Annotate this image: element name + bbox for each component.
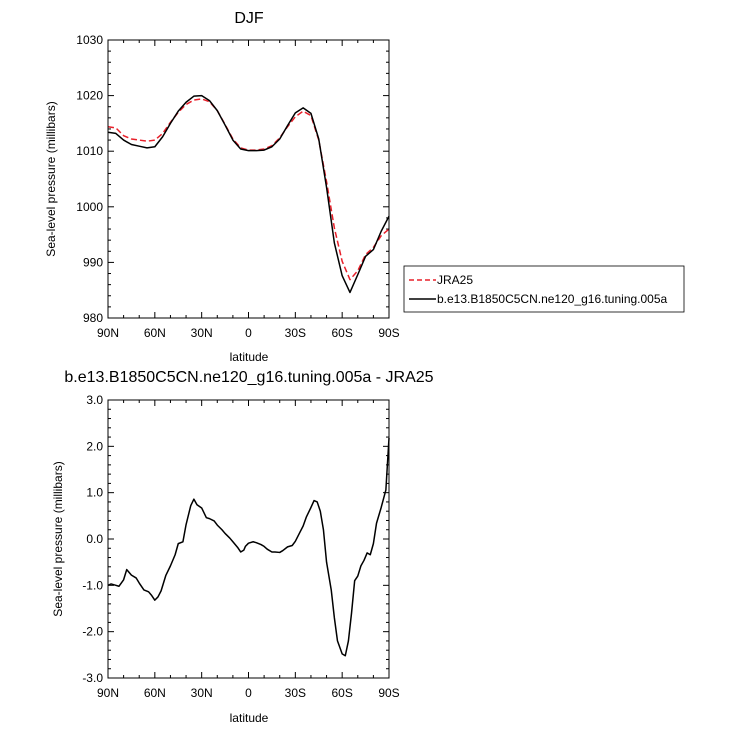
top-panel-x-tick-label: 30N bbox=[191, 326, 213, 340]
bottom-panel-series-line-model bbox=[107, 437, 390, 657]
bottom-panel-x-tick-label: 60N bbox=[144, 686, 166, 700]
bottom-panel-x-tick-label: 30S bbox=[285, 686, 306, 700]
top-panel-lines bbox=[107, 94, 390, 294]
top-panel-x-tick-label: 60N bbox=[144, 326, 166, 340]
top-panel-title: DJF bbox=[234, 10, 264, 27]
top-panel-frame bbox=[107, 39, 390, 319]
top-panel-series-line-jra25 bbox=[107, 98, 390, 281]
bottom-panel-x-tick-label: 0 bbox=[245, 686, 252, 700]
top-panel-y-tick-label: 990 bbox=[83, 255, 103, 269]
bottom-panel: b.e13.B1850C5CN.ne120_g16.tuning.005a - … bbox=[51, 369, 434, 725]
bottom-panel-x-axis-label: latitude bbox=[230, 711, 269, 725]
top-panel-x-tick-label: 90N bbox=[97, 326, 119, 340]
legend: JRA25 b.e13.B1850C5CN.ne120_g16.tuning.0… bbox=[403, 265, 685, 313]
bottom-panel-lines bbox=[107, 437, 390, 657]
top-panel-x-tick-labels: 90N 60N 30N 0 30S 60S 90S bbox=[97, 326, 400, 340]
top-panel-x-axis-label: latitude bbox=[230, 350, 269, 364]
bottom-panel-y-tick-labels: -3.0 -2.0 -1.0 0.0 1.0 2.0 3.0 bbox=[82, 393, 103, 685]
legend-label-jra25: JRA25 bbox=[437, 273, 473, 287]
bottom-panel-x-tick-labels: 90N 60N 30N 0 30S 60S 90S bbox=[97, 686, 400, 700]
bottom-panel-x-tick-label: 90S bbox=[378, 686, 399, 700]
bottom-panel-y-axis-label: Sea-level pressure (millibars) bbox=[51, 461, 65, 616]
bottom-panel-y-tick-label: 0.0 bbox=[86, 532, 103, 546]
bottom-panel-y-tick-label: -3.0 bbox=[82, 671, 103, 685]
bottom-panel-x-tick-label: 90N bbox=[97, 686, 119, 700]
bottom-panel-x-tick-label: 30N bbox=[191, 686, 213, 700]
bottom-panel-x-tick-label: 60S bbox=[331, 686, 352, 700]
top-panel-y-tick-label: 1020 bbox=[76, 89, 103, 103]
bottom-panel-y-tick-label: 3.0 bbox=[86, 393, 103, 407]
top-panel-x-tick-label: 0 bbox=[245, 326, 252, 340]
legend-label-model: b.e13.B1850C5CN.ne120_g16.tuning.005a bbox=[437, 292, 668, 306]
bottom-panel-y-tick-label: -2.0 bbox=[82, 625, 103, 639]
top-panel-y-tick-labels: 980 990 1000 1010 1020 1030 bbox=[76, 33, 103, 325]
top-panel-y-tick-label: 980 bbox=[83, 311, 103, 325]
top-panel-x-tick-label: 90S bbox=[378, 326, 399, 340]
bottom-panel-title: b.e13.B1850C5CN.ne120_g16.tuning.005a - … bbox=[64, 369, 433, 386]
top-panel-y-tick-label: 1010 bbox=[76, 144, 103, 158]
top-panel: DJF 90N 60N 30N 0 30S 60S 90S 980 990 1000 1010 10… bbox=[44, 10, 400, 364]
bottom-panel-y-tick-label: 2.0 bbox=[86, 439, 103, 453]
top-panel-series-line-model bbox=[107, 94, 390, 294]
top-panel-y-axis-label: Sea-level pressure (millibars) bbox=[44, 101, 58, 256]
bottom-panel-y-tick-label: -1.0 bbox=[82, 578, 103, 592]
top-panel-x-tick-label: 60S bbox=[331, 326, 352, 340]
legend-box bbox=[403, 265, 685, 313]
bottom-panel-y-tick-label: 1.0 bbox=[86, 486, 103, 500]
top-panel-x-tick-label: 30S bbox=[285, 326, 306, 340]
top-panel-y-tick-label: 1030 bbox=[76, 33, 103, 47]
bottom-panel-frame bbox=[107, 399, 390, 679]
top-panel-y-tick-label: 1000 bbox=[76, 200, 103, 214]
